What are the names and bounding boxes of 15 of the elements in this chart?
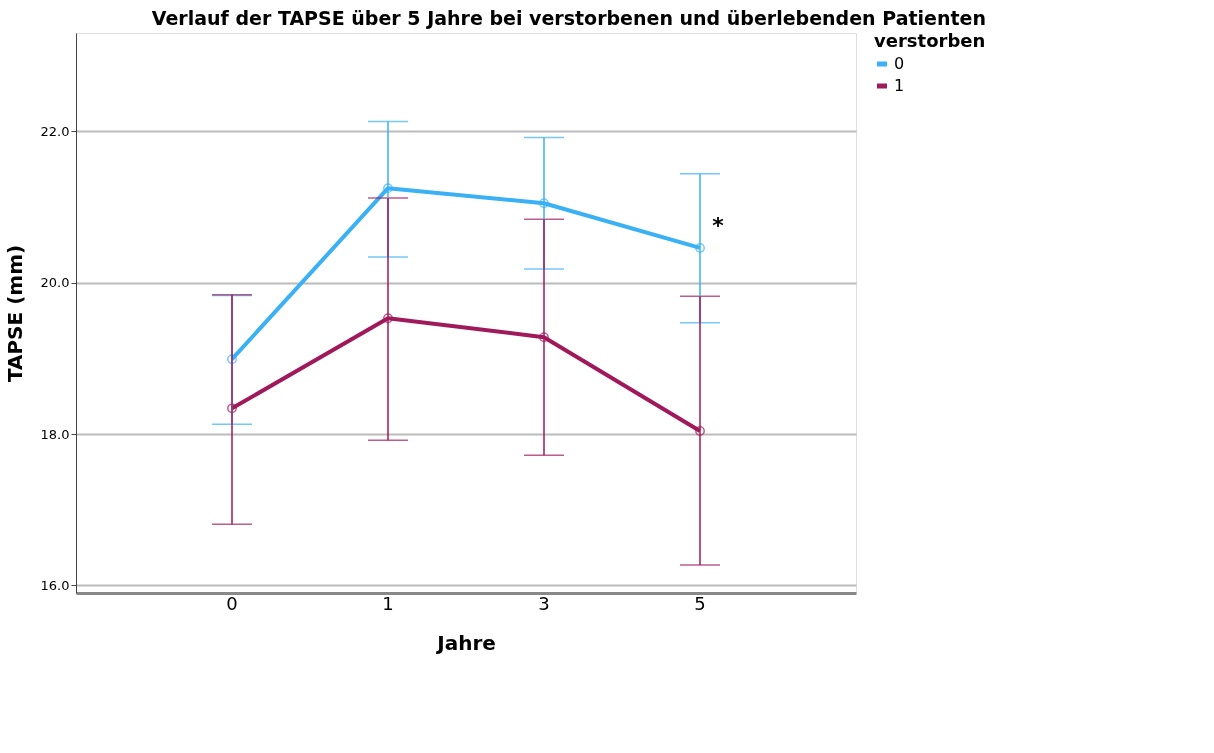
x-tick-label: 5 xyxy=(694,592,706,614)
y-tick-label: 16.0 xyxy=(40,577,70,593)
x-tick-label: 1 xyxy=(382,592,394,614)
x-tick-label: 3 xyxy=(538,592,550,614)
y-axis-title: TAPSE (mm) xyxy=(2,244,27,383)
x-tick-label: 0 xyxy=(226,592,238,614)
legend-label: 1 xyxy=(894,76,905,95)
legend-label: 0 xyxy=(894,54,905,73)
x-axis-title: Jahre xyxy=(435,630,496,655)
chart-title: Verlauf der TAPSE über 5 Jahre bei verstorbenen und überlebenden Patienten xyxy=(151,7,986,29)
y-tick-label: 20.0 xyxy=(40,275,70,291)
y-tick-label: 22.0 xyxy=(40,123,70,139)
legend-title: verstorben xyxy=(874,30,986,51)
y-tick-label: 18.0 xyxy=(40,426,70,442)
annotation: * xyxy=(712,212,725,238)
